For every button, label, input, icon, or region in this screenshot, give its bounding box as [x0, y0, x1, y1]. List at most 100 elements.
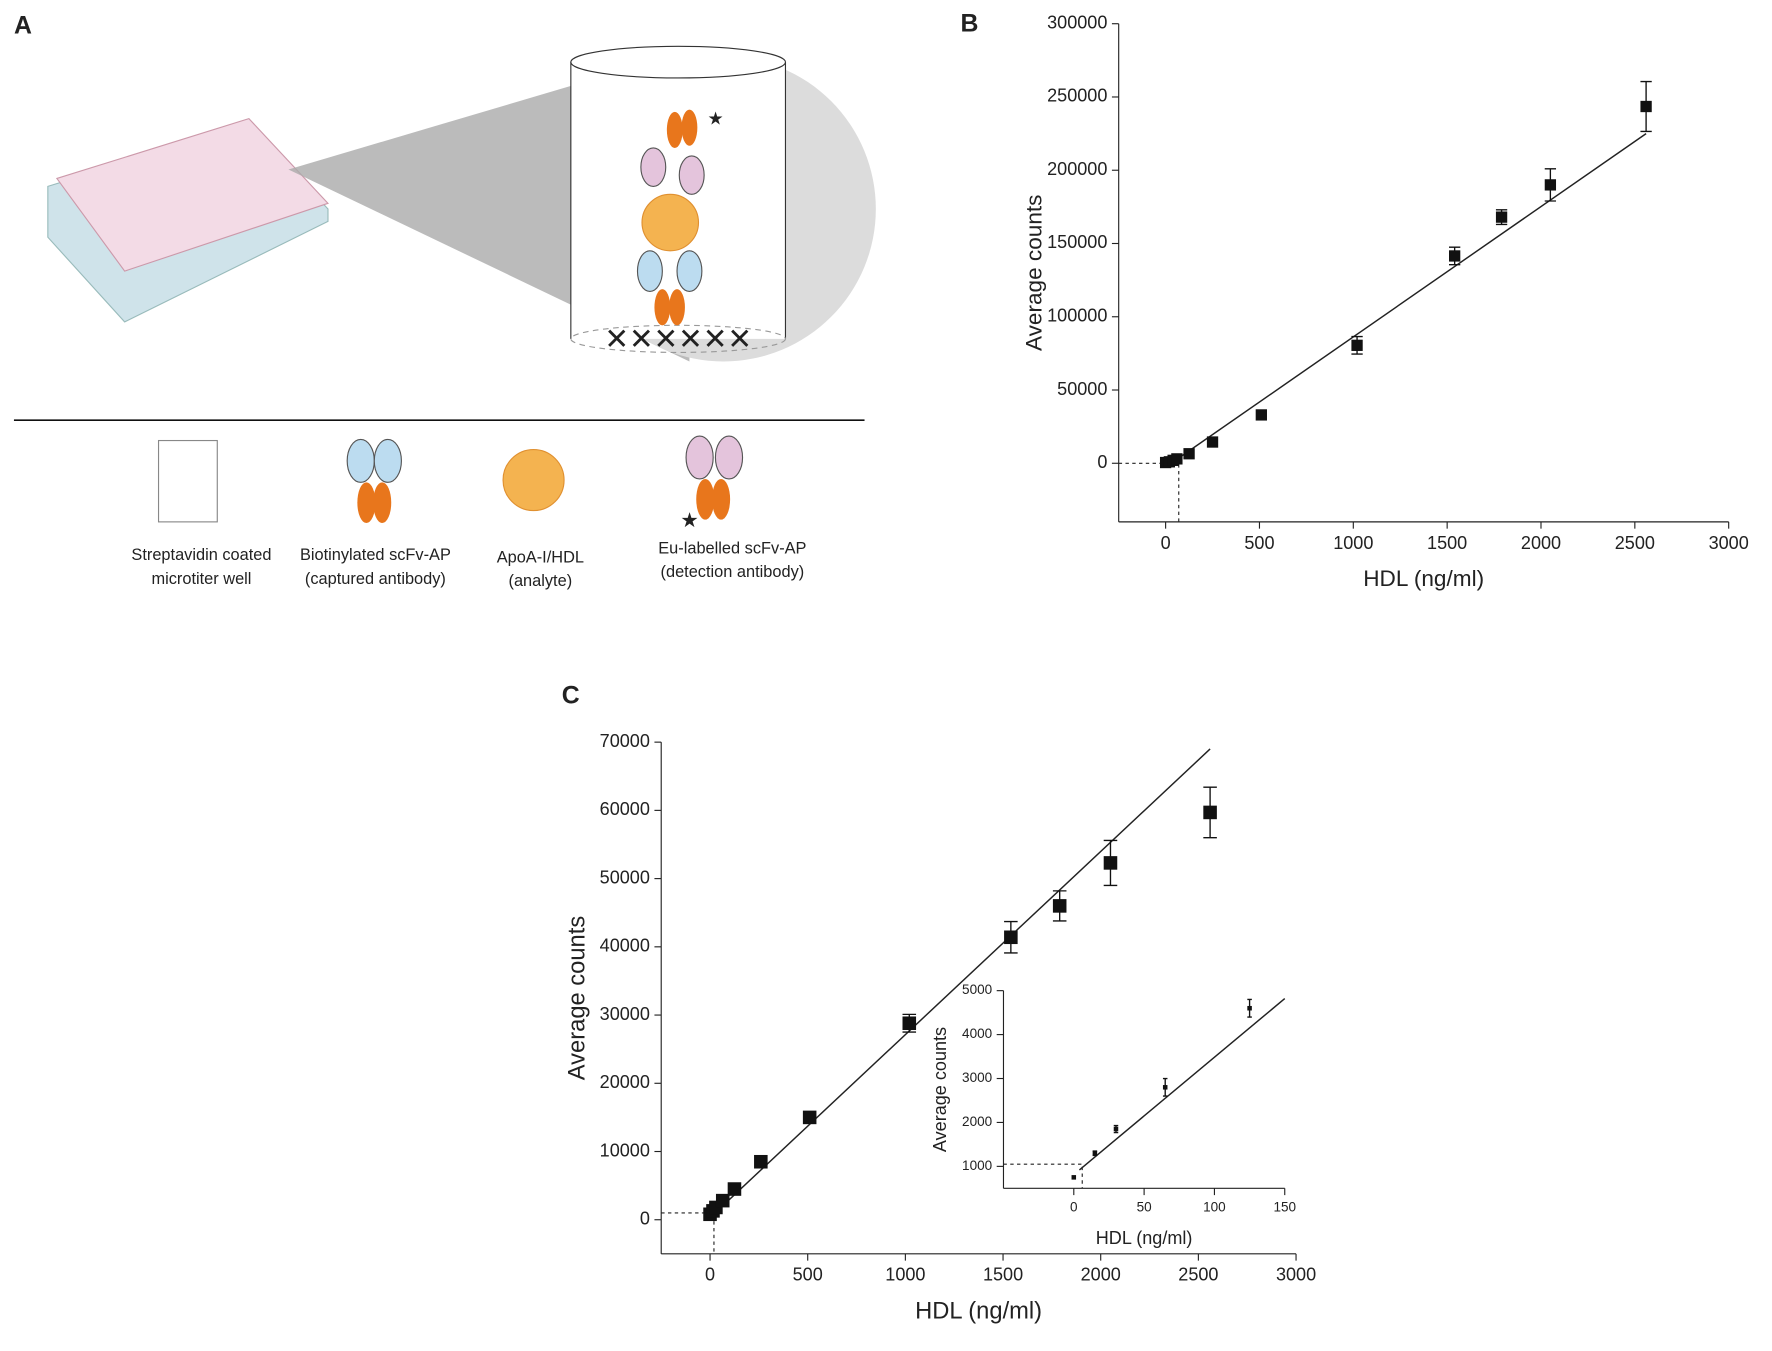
caption: microtiter well [151, 570, 251, 588]
well-top [570, 45, 787, 79]
y-tick-label: 200000 [1047, 159, 1107, 179]
x-tick-label: 2500 [1615, 533, 1655, 553]
hdl [641, 193, 700, 252]
point [727, 1182, 742, 1196]
point [1171, 453, 1183, 465]
y-tick-label: 100000 [1047, 306, 1107, 326]
y-axis-label: Average counts [564, 916, 590, 1080]
y-tick-label: 150000 [1047, 232, 1107, 252]
point [1092, 1150, 1098, 1156]
point [715, 1193, 730, 1208]
point [1247, 1005, 1252, 1011]
point [1544, 179, 1557, 191]
ab-fab [676, 250, 703, 293]
point [1113, 1126, 1119, 1132]
eu-star: ★ [708, 109, 724, 129]
point [1351, 339, 1363, 351]
icon-ab [696, 478, 715, 520]
x-tick-label: 500 [793, 1265, 823, 1285]
icon-ab [712, 478, 731, 520]
y-tick-label: 2000 [962, 1114, 992, 1129]
icon-ab [373, 438, 402, 483]
point [1640, 100, 1652, 113]
cutoff-line [1118, 462, 1180, 522]
cutoff-line [1003, 1163, 1083, 1189]
ab-fc [681, 109, 698, 146]
caption: (analyte) [509, 572, 573, 590]
y-tick-label: 250000 [1047, 86, 1107, 106]
icon-star: ★ [680, 510, 698, 532]
x-tick-label: 2000 [1081, 1265, 1121, 1285]
point [754, 1154, 768, 1169]
caption: Biotinylated scFv-AP [300, 546, 451, 564]
x-tick-label: 1500 [983, 1265, 1023, 1285]
ab-fc [666, 111, 683, 148]
plate-top [55, 117, 329, 272]
ab-fab [636, 250, 663, 293]
x-tick-label: 150 [1273, 1199, 1296, 1214]
y-tick-label: 300000 [1047, 12, 1107, 32]
y-tick-label: 0 [1097, 452, 1107, 472]
point [1162, 1085, 1168, 1090]
icon-ab [357, 482, 376, 524]
x-tick-label: 0 [705, 1265, 715, 1285]
point [1255, 409, 1267, 421]
x-tick-label: 500 [1244, 533, 1274, 553]
streptavidin: ✕✕✕✕✕✕ [604, 323, 752, 356]
y-tick-label: 10000 [600, 1140, 650, 1160]
point [1203, 805, 1217, 820]
y-axis-label: Average counts [1022, 195, 1047, 351]
x-tick-label: 3000 [1276, 1265, 1316, 1285]
icon-well [157, 439, 218, 523]
panel-a: A ✕✕✕✕✕✕ ★ ★ Streptavidin coated mi [13, 13, 876, 590]
point [802, 1110, 817, 1125]
panel-label: A [14, 13, 32, 40]
point [1495, 211, 1508, 223]
point [1449, 250, 1461, 262]
x-tick-label: 100 [1203, 1199, 1226, 1214]
x-tick-label: 3000 [1709, 533, 1749, 553]
caption: ApoA-I/HDL [497, 548, 584, 566]
x-axis-label: HDL (ng/ml) [1363, 566, 1484, 591]
x-tick-label: 1000 [885, 1265, 925, 1285]
y-tick-label: 70000 [600, 731, 650, 751]
y-tick-label: 20000 [600, 1072, 650, 1092]
point [1206, 436, 1219, 448]
point [1071, 1175, 1077, 1180]
y-tick-label: 0 [640, 1209, 650, 1229]
icon-ab [373, 482, 392, 524]
panel-label: C [562, 683, 580, 710]
icon-ab [714, 435, 744, 480]
point [1004, 930, 1018, 945]
icon-ab [685, 435, 714, 480]
ab-fc [654, 289, 671, 326]
panel-label: B [961, 10, 979, 37]
y-axis-label: Average counts [930, 1027, 950, 1152]
point [902, 1016, 917, 1031]
ab-fc [669, 289, 685, 326]
ab-fab [678, 155, 705, 195]
y-tick-label: 50000 [600, 867, 650, 887]
point [1103, 856, 1118, 870]
caption: (detection antibody) [661, 563, 805, 581]
y-tick-label: 3000 [962, 1070, 992, 1085]
ab-fab [640, 147, 667, 187]
fit-line [1078, 998, 1286, 1171]
well-bottom [570, 324, 787, 353]
x-axis-label: HDL (ng/ml) [1096, 1228, 1193, 1248]
x-tick-label: 1500 [1427, 533, 1467, 553]
y-tick-label: 40000 [600, 936, 650, 956]
x-tick-label: 1000 [1333, 533, 1373, 553]
icon-hdl [502, 449, 565, 512]
y-tick-label: 30000 [600, 1004, 650, 1024]
fit-line [1170, 133, 1647, 464]
caption: (captured antibody) [305, 570, 446, 588]
y-tick-label: 50000 [1057, 379, 1107, 399]
y-tick-label: 60000 [600, 799, 650, 819]
x-tick-label: 2500 [1178, 1265, 1218, 1285]
point [1183, 448, 1195, 460]
point [1052, 899, 1067, 913]
y-tick-label: 4000 [962, 1026, 992, 1041]
x-tick-label: 0 [1070, 1199, 1078, 1214]
